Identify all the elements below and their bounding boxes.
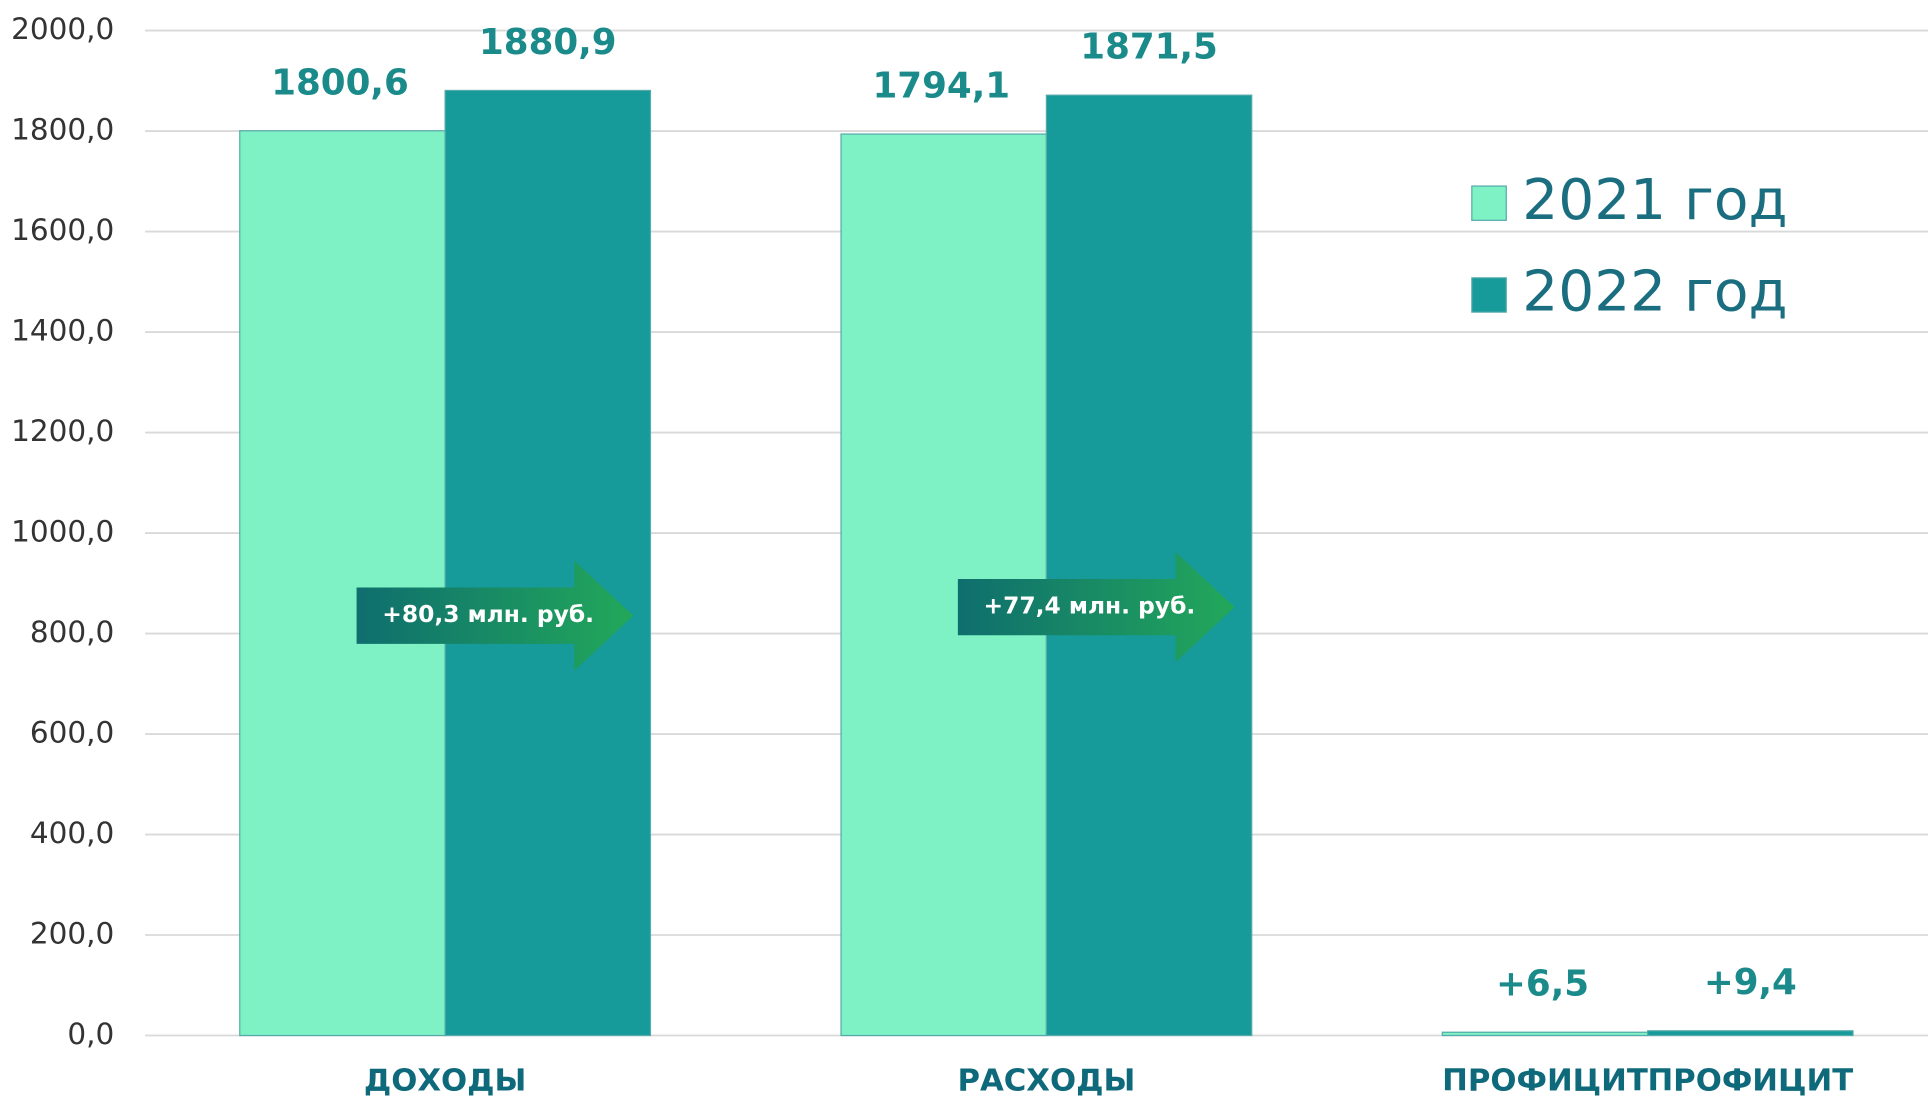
y-tick-label: 1200,0 <box>11 414 114 448</box>
bar <box>239 130 446 1037</box>
y-tick-label: 400,0 <box>30 816 114 850</box>
y-tick-label: 0,0 <box>67 1017 114 1051</box>
arrow <box>356 560 634 671</box>
y-tick-label: 200,0 <box>30 917 114 951</box>
x-tick-label: ДОХОДЫ <box>364 1064 527 1099</box>
y-tick-label: 1600,0 <box>11 213 114 247</box>
value-label: 1871,5 <box>1080 27 1218 68</box>
y-tick-label: 1000,0 <box>11 515 114 549</box>
y-tick-label: 800,0 <box>30 615 114 649</box>
value-label: 1800,6 <box>271 62 409 103</box>
value-label: +6,5 <box>1496 964 1589 1005</box>
bar <box>1045 94 1253 1037</box>
bar <box>444 89 652 1037</box>
y-tick-label: 600,0 <box>30 716 114 750</box>
x-tick-label: ПРОФИЦИТ <box>1442 1064 1648 1099</box>
bar <box>1441 1031 1649 1037</box>
arrow <box>957 552 1235 663</box>
y-tick-label: 1400,0 <box>11 314 114 348</box>
annotation: +80,3 млн. руб. <box>382 601 594 628</box>
y-tick-label: 1800,0 <box>11 113 114 147</box>
annotation: +77,4 млн. руб. <box>984 593 1196 620</box>
legend-swatch <box>1471 277 1507 313</box>
value-label: +9,4 <box>1704 962 1797 1003</box>
x-tick-label: ПРОФИЦИТ <box>1647 1064 1853 1099</box>
legend-swatch <box>1471 185 1507 221</box>
value-label: 1794,1 <box>872 66 1010 107</box>
value-label: 1880,9 <box>479 22 617 63</box>
x-tick-label: РАСХОДЫ <box>957 1064 1135 1099</box>
bar <box>1647 1030 1854 1037</box>
legend-label: 2022 год <box>1522 260 1787 325</box>
legend-label: 2021 год <box>1522 168 1787 233</box>
y-tick-label: 2000,0 <box>11 12 114 46</box>
